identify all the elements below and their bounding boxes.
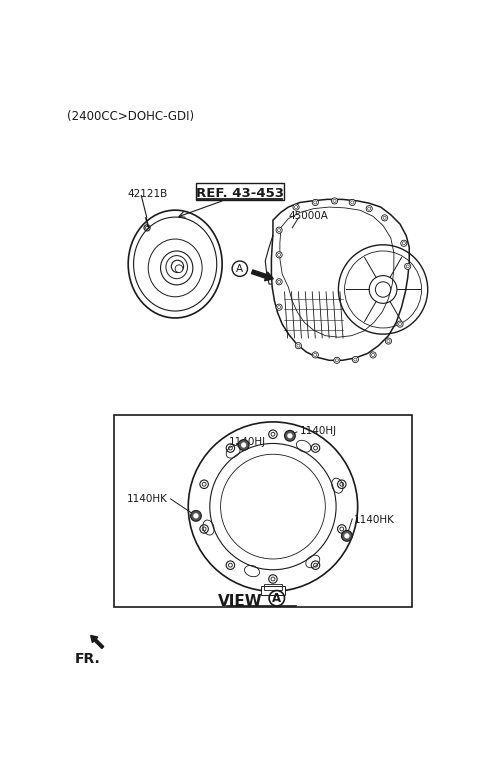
Circle shape	[337, 525, 346, 533]
Circle shape	[397, 321, 403, 327]
Circle shape	[366, 206, 372, 212]
Bar	[264, 584, 282, 590]
Circle shape	[401, 241, 407, 246]
Circle shape	[269, 430, 277, 438]
Bar	[196, 183, 284, 200]
Circle shape	[295, 342, 301, 348]
Circle shape	[349, 199, 355, 206]
Text: 45000A: 45000A	[288, 211, 328, 221]
Circle shape	[337, 480, 346, 488]
Ellipse shape	[175, 265, 183, 272]
Text: 42121B: 42121B	[127, 189, 168, 199]
Circle shape	[382, 215, 388, 221]
Text: A: A	[236, 264, 243, 274]
Text: A: A	[272, 592, 281, 605]
Circle shape	[312, 352, 318, 358]
Circle shape	[191, 511, 201, 521]
Circle shape	[385, 338, 392, 344]
Circle shape	[276, 304, 282, 310]
Circle shape	[200, 525, 208, 533]
Text: (2400CC>DOHC-GDI): (2400CC>DOHC-GDI)	[67, 110, 194, 123]
Circle shape	[312, 199, 318, 206]
Circle shape	[193, 514, 198, 518]
Circle shape	[334, 357, 340, 363]
Circle shape	[332, 198, 337, 204]
Circle shape	[276, 251, 282, 258]
Circle shape	[341, 531, 352, 542]
Circle shape	[285, 431, 295, 442]
Circle shape	[226, 444, 235, 452]
Text: 1140HK: 1140HK	[127, 494, 168, 504]
Circle shape	[241, 442, 246, 447]
Circle shape	[345, 534, 349, 539]
Circle shape	[352, 356, 359, 362]
Text: 1140HJ: 1140HJ	[300, 426, 337, 436]
Circle shape	[226, 561, 235, 570]
Circle shape	[200, 480, 208, 488]
Text: FR.: FR.	[75, 652, 101, 666]
Circle shape	[238, 440, 249, 450]
Circle shape	[293, 204, 299, 210]
Circle shape	[269, 575, 277, 584]
Circle shape	[370, 352, 376, 358]
Circle shape	[405, 263, 411, 269]
Circle shape	[311, 561, 320, 570]
Text: 1140HK: 1140HK	[354, 515, 395, 525]
Text: VIEW: VIEW	[218, 594, 263, 608]
Text: REF. 43-453: REF. 43-453	[196, 187, 284, 200]
Bar	[262, 586, 285, 595]
Circle shape	[276, 227, 282, 234]
Circle shape	[276, 279, 282, 285]
Bar	[114, 415, 412, 608]
Circle shape	[288, 434, 292, 438]
FancyArrow shape	[91, 636, 104, 649]
Text: 1140HJ: 1140HJ	[229, 437, 266, 446]
Circle shape	[311, 444, 320, 452]
FancyArrow shape	[252, 270, 273, 281]
